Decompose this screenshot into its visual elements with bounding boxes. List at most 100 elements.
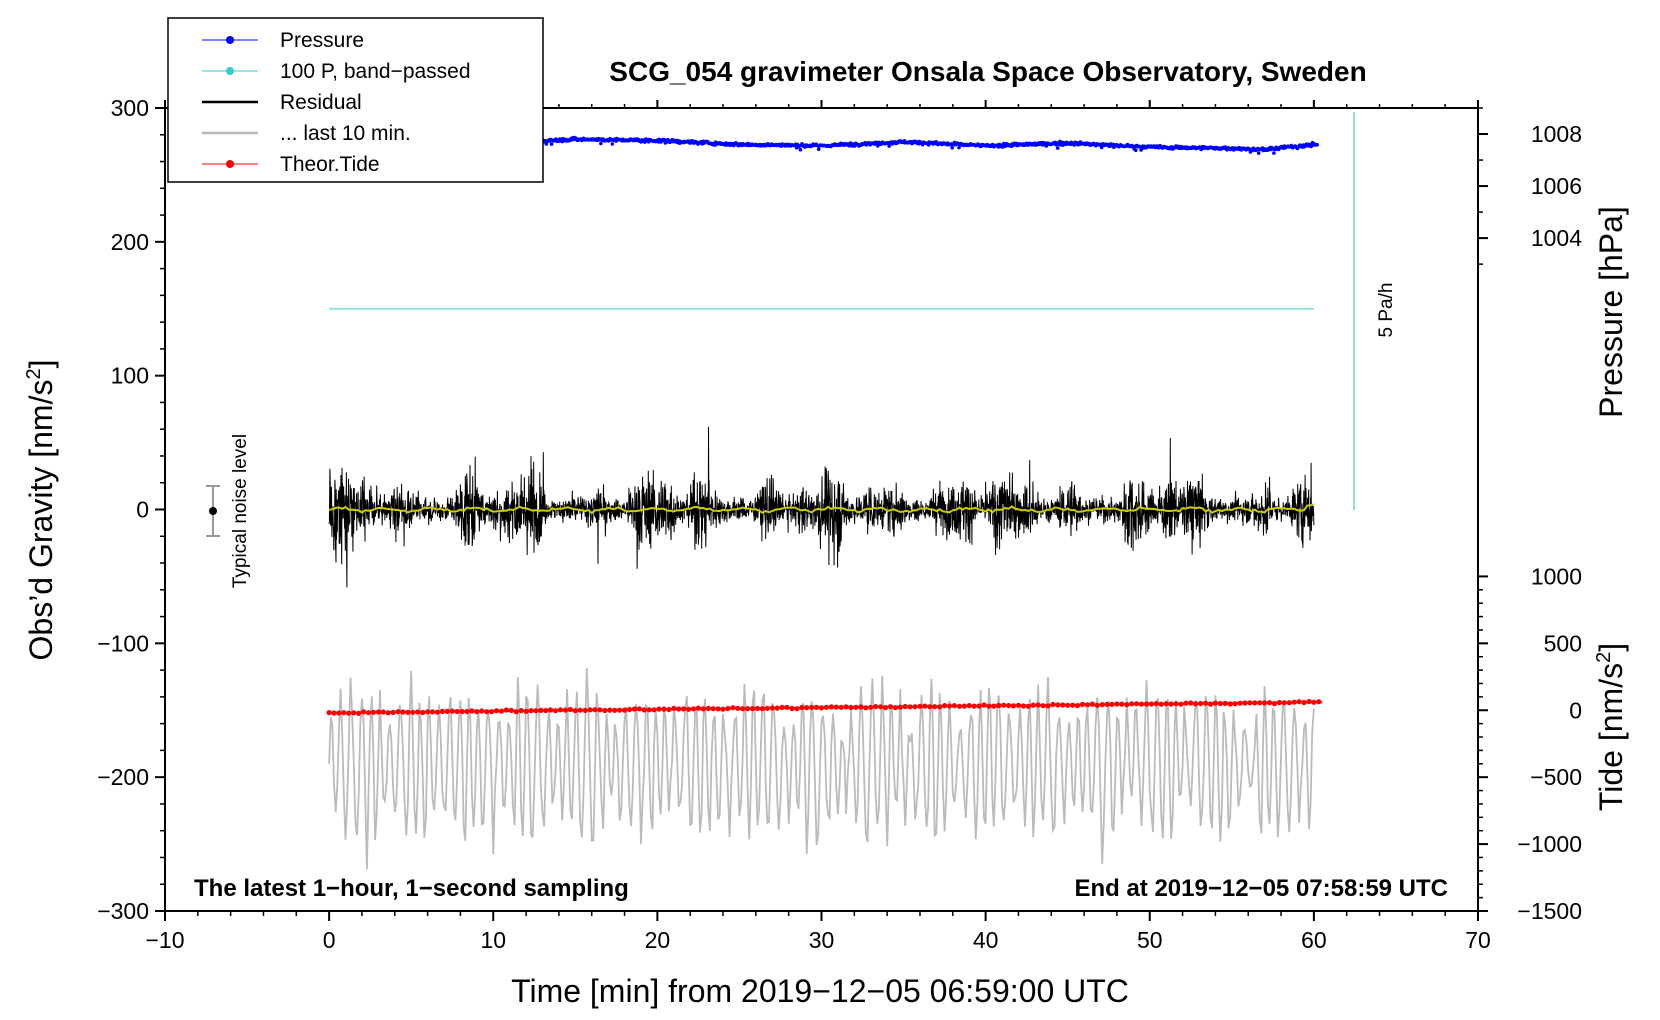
tide-point — [996, 702, 1002, 709]
tide-point — [942, 703, 948, 709]
tide-point — [971, 703, 977, 709]
tide-point — [897, 704, 903, 710]
tide-point — [498, 708, 505, 714]
tide-point — [828, 704, 834, 710]
tide-point — [582, 707, 588, 714]
tide-point — [612, 707, 618, 713]
tide-point — [1134, 701, 1140, 707]
tide-point — [622, 707, 628, 713]
legend: Pressure 100 P, band−passed Residual ... la… — [167, 17, 544, 183]
tide-point — [887, 704, 894, 710]
tide-point — [385, 710, 391, 716]
tide-point — [1010, 703, 1017, 709]
tide-point — [538, 707, 544, 714]
tide-point — [636, 706, 642, 712]
tide-point — [508, 707, 514, 714]
tide-point — [375, 709, 381, 715]
noise-label: Typical noise level — [230, 434, 251, 588]
noise-center-dot — [209, 507, 217, 515]
tide-point — [892, 705, 899, 711]
tide-point — [818, 705, 825, 711]
tide-point — [863, 705, 869, 711]
tide-point — [336, 710, 342, 716]
tide-point — [1148, 701, 1154, 707]
tide-point — [1207, 701, 1214, 707]
tide-point — [503, 707, 509, 713]
tide-point — [489, 709, 495, 715]
tide-point — [1183, 700, 1189, 706]
tide-point — [809, 704, 815, 711]
tide-point — [838, 704, 844, 710]
tide-point — [946, 703, 953, 709]
tide-point — [651, 707, 657, 713]
legend-label: Residual — [280, 91, 362, 114]
tide-point — [1030, 702, 1036, 708]
tide-point — [557, 707, 564, 713]
x-tick-label: 60 — [1301, 927, 1327, 953]
tide-point — [548, 707, 554, 713]
tide-point — [981, 702, 987, 708]
residual-line — [328, 426, 1315, 588]
tide-point — [907, 704, 913, 710]
tide-point — [1316, 699, 1322, 705]
tide-point — [740, 706, 746, 712]
tide-point — [434, 709, 440, 715]
tide-point — [513, 709, 519, 715]
tide-point — [528, 708, 534, 714]
tide-point — [690, 706, 697, 712]
note-sampling: The latest 1−hour, 1−second sampling — [194, 875, 629, 902]
tide-point — [991, 703, 997, 709]
tide-point — [405, 709, 411, 716]
tide-point — [804, 705, 810, 711]
note-end-time: End at 2019−12−05 07:58:59 UTC — [1074, 875, 1448, 902]
tide-point — [937, 704, 943, 710]
tide-point — [917, 703, 923, 709]
tide-point — [365, 710, 372, 716]
tide-point — [469, 708, 475, 714]
y-axis-title-left: Obs’d Gravity [nm/s2] — [23, 360, 59, 661]
tide-point — [695, 705, 702, 711]
tide-point — [759, 706, 766, 712]
residual-smoothed-line — [328, 503, 1315, 515]
tide-point — [912, 704, 918, 710]
tide-point — [439, 708, 445, 715]
tide-point — [705, 705, 711, 712]
tide-point — [1045, 703, 1051, 709]
tide-point — [1311, 699, 1317, 705]
tide-point — [1060, 702, 1066, 708]
tide-point — [356, 710, 362, 717]
tide-point — [710, 706, 716, 712]
tide-point — [873, 704, 879, 710]
tide-point — [646, 707, 652, 713]
tide-point — [878, 704, 884, 710]
tide-point — [789, 705, 795, 712]
y-tick-label: 300 — [111, 95, 149, 121]
pressure-point — [1256, 151, 1261, 155]
tide-point — [932, 704, 938, 710]
tide-point — [725, 705, 731, 712]
legend-label: Pressure — [280, 29, 364, 52]
x-tick-label: 70 — [1465, 927, 1491, 953]
pressure-point — [599, 141, 603, 146]
tide-point — [479, 708, 485, 714]
tide-point — [390, 709, 396, 716]
pressure-point — [957, 145, 961, 150]
chart-title: SCG_054 gravimeter Onsala Space Observat… — [609, 56, 1366, 87]
tide-point — [848, 704, 854, 711]
y-tick-label: −100 — [97, 630, 149, 656]
tide-point — [754, 705, 761, 712]
tide-point — [380, 709, 386, 715]
pressure-tick-label: 1006 — [1531, 173, 1582, 199]
tide-point — [735, 705, 741, 711]
tide-point — [562, 707, 569, 713]
tide-point — [626, 706, 633, 713]
y-tick-label: 200 — [111, 229, 149, 255]
tide-point — [661, 706, 667, 712]
tide-point — [961, 703, 967, 709]
tide-point — [1074, 703, 1081, 709]
tide-point — [853, 704, 859, 711]
tide-point — [1020, 703, 1026, 709]
tide-point — [577, 707, 583, 713]
tide-point — [730, 705, 736, 711]
tide-point — [1252, 700, 1258, 706]
